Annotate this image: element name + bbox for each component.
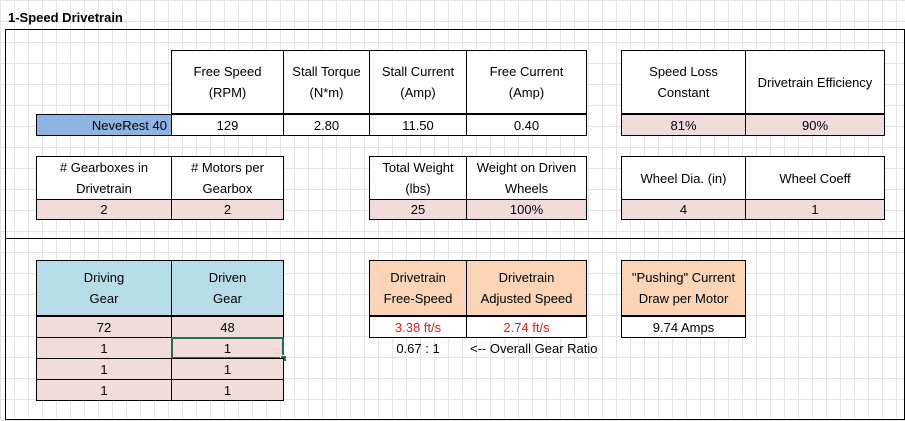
gear-row-1-driven[interactable]: 48 — [171, 316, 284, 338]
value-pushing-current[interactable]: 9.74 Amps — [621, 316, 746, 338]
header-weight-on-driven[interactable]: Weight on Driven Wheels — [466, 156, 587, 200]
header-total-weight[interactable]: Total Weight (lbs) — [369, 156, 467, 200]
header-speed-loss[interactable]: Speed Loss Constant — [621, 50, 746, 114]
value-drivetrain-adjusted-speed[interactable]: 2.74 ft/s — [466, 316, 587, 338]
header-stall-current[interactable]: Stall Current (Amp) — [369, 50, 467, 114]
header-drivetrain-adjusted-speed[interactable]: Drivetrain Adjusted Speed — [466, 260, 587, 316]
gear-row-2-driving[interactable]: 1 — [36, 337, 172, 359]
value-gearboxes[interactable]: 2 — [36, 199, 172, 220]
header-free-speed[interactable]: Free Speed (RPM) — [171, 50, 284, 114]
header-wheel-dia[interactable]: Wheel Dia. (in) — [621, 156, 746, 200]
header-free-current[interactable]: Free Current (Amp) — [466, 50, 587, 114]
header-drivetrain-efficiency[interactable]: Drivetrain Efficiency — [745, 50, 885, 114]
gear-row-4-driving[interactable]: 1 — [36, 379, 172, 401]
gear-row-2-driven[interactable]: 1 — [171, 337, 284, 359]
motor-name-cell[interactable]: NeveRest 40 — [36, 114, 172, 136]
value-wheel-coeff[interactable]: 1 — [745, 199, 885, 220]
value-drivetrain-free-speed[interactable]: 3.38 ft/s — [369, 316, 467, 338]
value-overall-gear-ratio[interactable]: 0.67 : 1 — [396, 341, 440, 356]
value-free-speed[interactable]: 129 — [171, 114, 284, 136]
header-stall-torque[interactable]: Stall Torque (N*m) — [283, 50, 370, 114]
gear-ratio-note: <-- Overall Gear Ratio — [470, 341, 598, 356]
value-stall-torque[interactable]: 2.80 — [283, 114, 370, 136]
header-driven-gear[interactable]: Driven Gear — [171, 260, 284, 316]
header-driving-gear[interactable]: Driving Gear — [36, 260, 172, 316]
value-wheel-dia[interactable]: 4 — [621, 199, 746, 220]
value-weight-on-driven[interactable]: 100% — [466, 199, 587, 220]
gear-row-1-driving[interactable]: 72 — [36, 316, 172, 338]
header-wheel-coeff[interactable]: Wheel Coeff — [745, 156, 885, 200]
value-drivetrain-efficiency[interactable]: 90% — [745, 114, 885, 136]
header-drivetrain-free-speed[interactable]: Drivetrain Free-Speed — [369, 260, 467, 316]
value-stall-current[interactable]: 11.50 — [369, 114, 467, 136]
header-pushing-current[interactable]: "Pushing" Current Draw per Motor — [621, 260, 746, 316]
gear-row-3-driving[interactable]: 1 — [36, 358, 172, 380]
value-speed-loss[interactable]: 81% — [621, 114, 746, 136]
header-gearboxes[interactable]: # Gearboxes in Drivetrain — [36, 156, 172, 200]
gear-row-4-driven[interactable]: 1 — [171, 379, 284, 401]
sheet-title: 1-Speed Drivetrain — [8, 10, 123, 25]
value-motors-per-gearbox[interactable]: 2 — [171, 199, 284, 220]
value-free-current[interactable]: 0.40 — [466, 114, 587, 136]
header-motors-per-gearbox[interactable]: # Motors per Gearbox — [171, 156, 284, 200]
gear-row-3-driven[interactable]: 1 — [171, 358, 284, 380]
value-total-weight[interactable]: 25 — [369, 199, 467, 220]
